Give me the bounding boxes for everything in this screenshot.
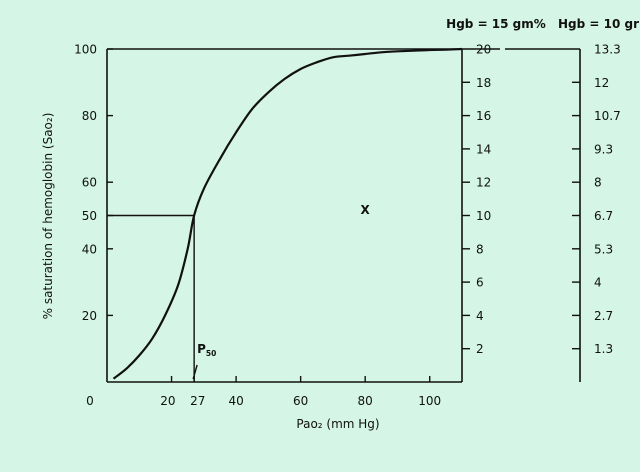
annotation-group: X [361, 203, 371, 217]
right-axis-2-tick-label: 6.7 [594, 209, 613, 223]
right-axis-2-tick-label: 4 [594, 276, 602, 290]
y-tick-label: 60 [82, 176, 97, 190]
x-tick-label: 0 [86, 394, 94, 408]
right-axis-1-tick-label: 12 [476, 176, 491, 190]
right-axis-1-tick-label: 14 [476, 142, 491, 156]
right-axis-2-tick-label: 10.7 [594, 109, 621, 123]
right-axis-2-tick-label: 8 [594, 176, 602, 190]
dissociation-curve [112, 47, 463, 380]
annotation-label: X [361, 203, 371, 217]
y-tick-label: 40 [82, 242, 97, 256]
right-axis-2-title: Hgb = 10 gr [558, 17, 639, 31]
x-tick-group: 0 20 27 40 60 80 100 [86, 376, 441, 408]
right-axis-1-tick-label: 8 [476, 242, 484, 256]
p50-pointer [192, 364, 198, 380]
x-tick-label: 80 [358, 394, 373, 408]
p50-label: P50 [197, 342, 216, 358]
x-tick-label: 60 [293, 394, 308, 408]
right-axis-2-tick-label: 2.7 [594, 309, 613, 323]
right-axis-2-tick-label: 9.3 [594, 142, 613, 156]
x-tick-label: 20 [160, 394, 175, 408]
right-axis-1-tick-label: 18 [476, 76, 491, 90]
right-axis-1-tick-label: 20 [476, 43, 491, 57]
p50-marker: P50 [192, 342, 216, 380]
y-tick-label: 100 [74, 43, 97, 57]
y-tick-label: 80 [82, 109, 97, 123]
right-axis-1-tick-label: 16 [476, 109, 491, 123]
right-axis-2-tick-label: 5.3 [594, 242, 613, 256]
p50-guide-lines [107, 214, 195, 382]
x-axis-label: Pao₂ (mm Hg) [296, 417, 379, 431]
right-axis-1-tick-label: 10 [476, 209, 491, 223]
right-axis-2-tick-group: 1.3 2.7 4 5.3 6.7 8 9.3 10.7 12 13.3 [572, 43, 621, 356]
right-axis-1-title: Hgb = 15 gm% [446, 17, 546, 31]
right-axis-1-tick-label: 6 [476, 276, 484, 290]
x-tick-label: 40 [228, 394, 243, 408]
right-axis-2-tick-label: 13.3 [594, 43, 621, 57]
y-tick-label: 50 [82, 209, 97, 223]
x-tick-label: 100 [418, 394, 441, 408]
right-axis-1-tick-label: 2 [476, 342, 484, 356]
x-tick-label: 27 [190, 394, 205, 408]
right-axis-2-tick-label: 1.3 [594, 342, 613, 356]
right-axis-2-tick-label: 12 [594, 76, 609, 90]
y-tick-group: 20 40 50 60 80 100 [74, 43, 113, 323]
right-axis-1-tick-group: 2 4 6 8 10 12 14 16 18 20 [462, 43, 580, 356]
y-axis-label: % saturation of hemoglobin (Sao₂) [41, 113, 55, 320]
y-tick-label: 20 [82, 309, 97, 323]
right-axis-1-tick-label: 4 [476, 309, 484, 323]
